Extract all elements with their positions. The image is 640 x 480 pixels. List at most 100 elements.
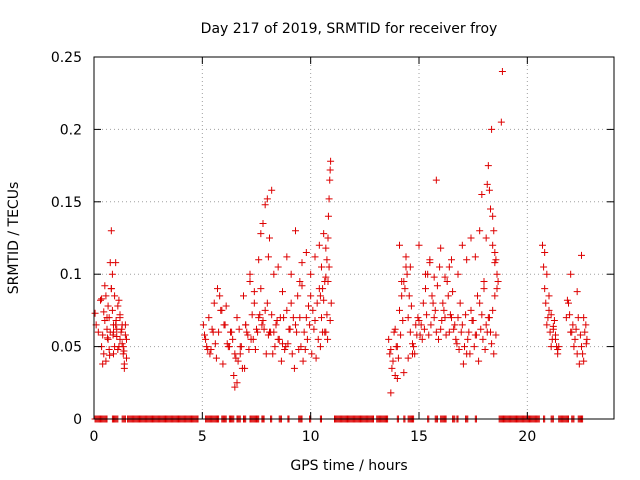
data-point [484,162,492,170]
x-tick-label: 5 [198,429,207,445]
data-point [246,277,254,285]
data-point [405,292,413,300]
data-point [106,351,114,359]
data-point [554,345,562,353]
data-point [234,357,242,365]
data-point [271,343,279,351]
data-point [568,328,576,336]
data-point [203,343,211,351]
x-axis-label: GPS time / hours [290,458,407,474]
data-point [387,389,395,397]
data-point [440,306,448,314]
data-point [302,248,310,256]
data-point [114,345,122,353]
data-point [235,325,243,333]
data-point [466,350,474,358]
data-point [205,314,213,322]
data-point [492,256,500,264]
data-point [541,248,549,256]
data-point [490,227,498,235]
data-point [253,325,260,333]
data-point [439,299,447,307]
data-point [476,227,484,235]
data-point [204,345,212,353]
data-point [472,331,480,339]
data-point [464,335,472,343]
data-point [111,292,119,300]
data-point [268,186,276,194]
data-point [388,364,396,372]
y-tick-label: 0.25 [51,50,82,66]
data-point [404,354,412,362]
data-point [323,256,331,264]
data-point [231,383,239,391]
x-tick-label: 15 [410,429,428,445]
data-point [212,354,220,362]
data-point [303,335,311,343]
data-point [326,317,334,325]
data-point [233,314,241,322]
data-point [448,256,455,264]
data-point [420,325,428,333]
data-point [97,296,104,304]
data-point [429,299,437,307]
data-point [415,317,423,325]
data-point [578,251,585,259]
data-point [454,314,462,322]
data-point [489,212,497,220]
data-point [396,241,403,249]
data-point [393,374,401,382]
data-point [242,321,250,329]
data-point [463,256,471,264]
data-point [436,263,444,271]
data-point [498,67,506,75]
data-point [107,227,115,235]
data-point [392,343,400,351]
data-point [293,328,301,336]
data-point [412,321,420,329]
data-point [428,292,436,300]
data-point [222,302,230,310]
data-point [394,354,402,362]
data-point [289,314,297,322]
data-point [581,328,589,336]
data-point [215,328,223,336]
data-point [320,230,328,238]
data-point [202,335,210,343]
data-point [109,331,117,339]
data-point [497,118,505,126]
data-point [448,314,455,322]
data-point [99,360,107,368]
data-point [300,328,308,336]
data-point [225,343,233,351]
data-point [487,205,494,213]
data-point [542,299,550,307]
data-point [201,331,208,339]
data-point [441,314,449,322]
data-point [386,350,394,358]
data-point [418,335,426,343]
data-point [221,321,229,329]
data-point [474,292,481,300]
data-point [280,314,288,322]
data-point [238,364,246,372]
data-point [549,322,557,330]
data-point [468,317,476,325]
data-point [324,335,332,343]
data-point [116,311,124,319]
data-point [493,270,501,278]
data-point [494,277,502,285]
data-point [571,335,579,343]
data-point [449,288,457,296]
data-point [208,325,216,333]
data-point [415,241,423,249]
data-point [547,311,555,319]
data-point [270,270,278,278]
data-point [91,309,99,317]
data-point [108,270,116,278]
data-point [543,321,551,329]
data-point [117,328,125,336]
data-point [120,347,128,355]
data-point [110,321,117,329]
data-point [296,277,304,285]
